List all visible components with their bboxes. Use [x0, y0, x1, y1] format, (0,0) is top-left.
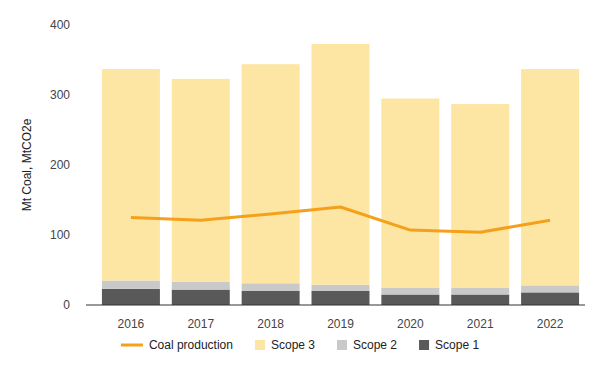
- bar: [451, 288, 509, 295]
- line: [131, 207, 550, 232]
- x-tick-label: 2021: [467, 317, 494, 331]
- bar: [381, 99, 439, 288]
- legend-label: Coal production: [149, 338, 233, 352]
- y-tick-label: 200: [50, 158, 70, 172]
- bar: [242, 283, 300, 291]
- bar: [172, 79, 230, 282]
- bar: [172, 282, 230, 290]
- legend-item: Scope 1: [419, 338, 479, 352]
- x-ticks: 2016 2017 2018 2019 2020 2021 2022: [118, 317, 564, 331]
- bar: [172, 290, 230, 305]
- bar: [451, 104, 509, 287]
- legend-swatch: [121, 344, 143, 347]
- y-tick-label: 400: [50, 18, 70, 32]
- legend-item: Coal production: [121, 338, 233, 352]
- bar: [521, 292, 579, 305]
- legend-swatch: [419, 340, 429, 350]
- x-tick-label: 2022: [537, 317, 564, 331]
- legend-swatch: [255, 340, 265, 350]
- x-tick-label: 2017: [187, 317, 214, 331]
- bar: [102, 281, 160, 289]
- x-axis-line: [86, 305, 585, 306]
- plot-area: [102, 44, 579, 305]
- bar: [242, 291, 300, 305]
- legend-item: Scope 3: [255, 338, 315, 352]
- bar: [312, 291, 370, 305]
- bar: [102, 69, 160, 280]
- y-axis-title: Mt Coal, MtCO2e: [20, 118, 34, 211]
- legend-swatch: [337, 340, 347, 350]
- bar: [521, 69, 579, 285]
- bar: [381, 295, 439, 306]
- bar: [312, 285, 370, 291]
- y-tick-label: 0: [63, 298, 70, 312]
- bar: [242, 64, 300, 283]
- legend: Coal production Scope 3 Scope 2 Scope 1: [121, 338, 480, 352]
- bar: [312, 44, 370, 285]
- chart-container: 0 100 200 300 400 Mt Coal, MtCO2e 2016 2017 2018…: [0, 0, 600, 371]
- x-tick-label: 2018: [257, 317, 284, 331]
- legend-label: Scope 2: [353, 338, 397, 352]
- bar: [102, 289, 160, 305]
- y-ticks: 0 100 200 300 400: [50, 18, 72, 312]
- legend-label: Scope 1: [435, 338, 479, 352]
- y-tick-label: 100: [50, 228, 70, 242]
- legend-label: Scope 3: [271, 338, 315, 352]
- x-tick-label: 2016: [118, 317, 145, 331]
- x-tick-label: 2020: [397, 317, 424, 331]
- line-layer: [131, 207, 550, 232]
- legend-item: Scope 2: [337, 338, 397, 352]
- bar: [521, 285, 579, 292]
- bar: [451, 295, 509, 306]
- x-tick-label: 2019: [327, 317, 354, 331]
- y-tick-label: 300: [50, 88, 70, 102]
- bar: [381, 288, 439, 295]
- chart-svg: 0 100 200 300 400 Mt Coal, MtCO2e 2016 2017 2018…: [0, 0, 600, 371]
